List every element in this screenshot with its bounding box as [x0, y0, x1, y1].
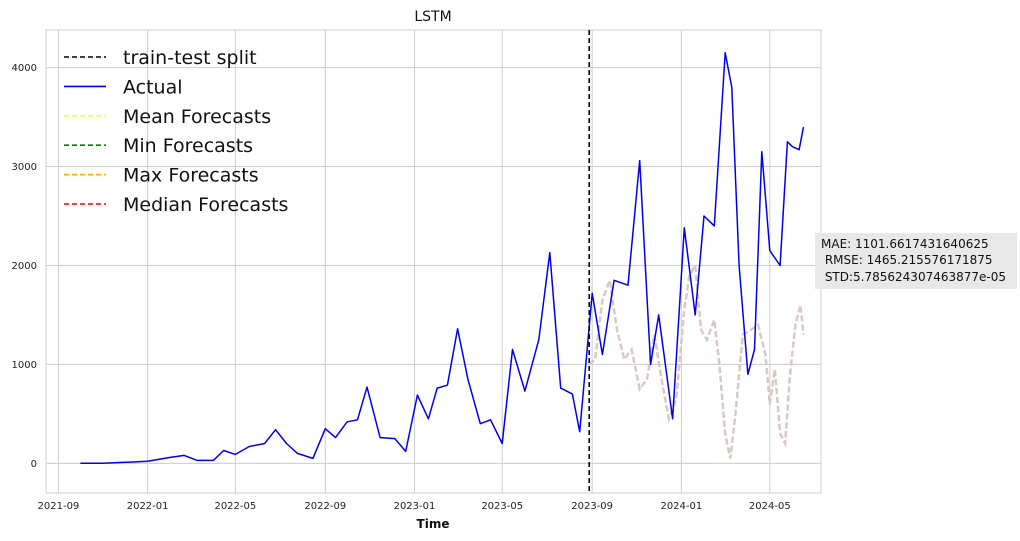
x-tick-label: 2022-09: [304, 501, 346, 512]
y-tick-label: 1000: [12, 360, 37, 371]
x-tick-label: 2021-09: [38, 501, 80, 512]
median-forecasts-line: [588, 261, 805, 459]
legend-item: Max Forecasts: [64, 165, 259, 187]
series-layer: [80, 30, 805, 493]
grid-lines: [46, 30, 821, 493]
legend-label: Mean Forecasts: [123, 106, 271, 128]
metrics-std: STD:5.785624307463877e-05: [821, 270, 1006, 284]
x-tick-label: 2022-05: [214, 501, 256, 512]
metrics-box: MAE: 1101.6617431640625 RMSE: 1465.21557…: [815, 233, 1017, 289]
legend-label: train-test split: [123, 47, 257, 69]
plot-frame: [45, 29, 822, 494]
legend-label: Max Forecasts: [123, 165, 259, 187]
x-axis-ticks: 2021-09 2022-01 2022-05 2022-09 2023-01 2023-…: [38, 501, 791, 512]
metrics-rmse: RMSE: 1465.215576171875: [821, 253, 993, 267]
legend-item: Median Forecasts: [64, 194, 288, 216]
actual-line: [80, 52, 805, 465]
legend-item: Min Forecasts: [64, 135, 253, 157]
legend-label: Actual: [123, 76, 183, 98]
legend-label: Min Forecasts: [123, 135, 253, 157]
legend-item: train-test split: [64, 47, 257, 69]
y-tick-label: 3000: [12, 162, 37, 173]
chart-title: LSTM: [414, 9, 451, 25]
y-tick-label: 2000: [12, 261, 37, 272]
legend-item: Actual: [64, 76, 183, 98]
x-tick-label: 2023-05: [481, 501, 523, 512]
x-tick-label: 2024-05: [749, 501, 791, 512]
legend: train-test split Actual Mean Forecasts Min …: [64, 47, 288, 216]
metrics-box-background: [815, 233, 1017, 289]
x-axis-title: Time: [417, 517, 450, 531]
y-tick-label: 4000: [12, 63, 37, 74]
legend-item: Mean Forecasts: [64, 106, 271, 128]
x-tick-label: 2023-01: [394, 501, 436, 512]
y-tick-label: 0: [31, 459, 37, 470]
x-tick-label: 2022-01: [127, 501, 169, 512]
x-tick-label: 2024-01: [660, 501, 702, 512]
y-axis-ticks: 0 1000 2000 3000 4000: [12, 63, 37, 470]
legend-label: Median Forecasts: [123, 194, 288, 216]
metrics-mae: MAE: 1101.6617431640625: [821, 237, 989, 251]
x-tick-label: 2023-09: [571, 501, 613, 512]
